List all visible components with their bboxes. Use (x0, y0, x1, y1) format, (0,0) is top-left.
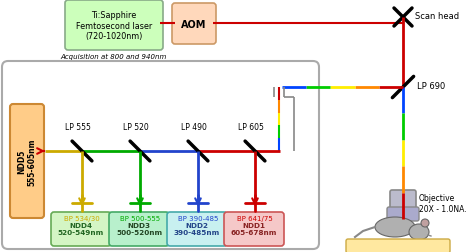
Text: LP 490: LP 490 (181, 122, 207, 132)
Text: NDD5
555-605nm: NDD5 555-605nm (17, 138, 36, 185)
Text: NDD3
500-520nm: NDD3 500-520nm (116, 223, 162, 236)
Text: LP 520: LP 520 (123, 122, 149, 132)
Text: AOM: AOM (182, 19, 207, 29)
Ellipse shape (409, 224, 429, 240)
Text: BP 534/30: BP 534/30 (64, 215, 100, 221)
FancyBboxPatch shape (2, 62, 319, 249)
FancyBboxPatch shape (167, 212, 227, 246)
FancyBboxPatch shape (224, 212, 284, 246)
Text: BP 641/75: BP 641/75 (237, 215, 273, 221)
FancyBboxPatch shape (390, 190, 416, 216)
Text: NDD2
390-485nm: NDD2 390-485nm (174, 223, 220, 236)
FancyBboxPatch shape (387, 207, 419, 221)
FancyBboxPatch shape (109, 212, 169, 246)
Text: Objective
20X - 1.0NA.: Objective 20X - 1.0NA. (419, 194, 466, 213)
Text: Scan head: Scan head (415, 11, 459, 20)
Text: BP 500-555: BP 500-555 (120, 215, 160, 221)
FancyBboxPatch shape (346, 239, 450, 252)
Text: BP 390-485: BP 390-485 (178, 215, 218, 221)
Ellipse shape (375, 217, 415, 237)
Text: Acquisition at 800 and 940nm: Acquisition at 800 and 940nm (61, 54, 167, 60)
Text: LP 690: LP 690 (417, 81, 445, 90)
Text: Ti:Sapphire
Femtosecond laser
(720-1020nm): Ti:Sapphire Femtosecond laser (720-1020n… (76, 11, 152, 41)
Text: NDD4
520-549nm: NDD4 520-549nm (58, 223, 104, 236)
Ellipse shape (421, 219, 429, 227)
FancyBboxPatch shape (172, 4, 216, 45)
Text: LP 555: LP 555 (65, 122, 91, 132)
FancyBboxPatch shape (10, 105, 44, 218)
Text: LP 605: LP 605 (238, 122, 264, 132)
FancyBboxPatch shape (65, 1, 163, 51)
Text: NDD1
605-678nm: NDD1 605-678nm (231, 223, 277, 236)
FancyBboxPatch shape (51, 212, 111, 246)
